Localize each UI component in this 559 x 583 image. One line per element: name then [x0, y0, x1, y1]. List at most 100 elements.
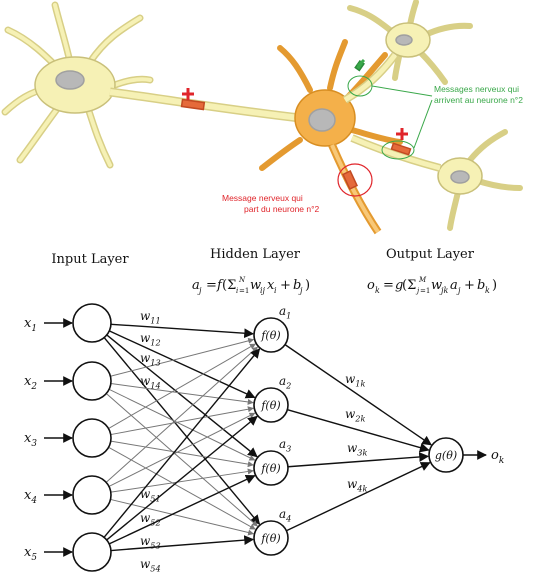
edge-x1-a3 — [106, 334, 258, 458]
svg-text:ij: ij — [260, 286, 266, 295]
network-connections — [44, 318, 487, 557]
svg-text:a: a — [192, 278, 200, 293]
svg-text:k: k — [485, 286, 490, 295]
weight-label-hidden-4: w4k — [347, 477, 367, 494]
input-node-4 — [72, 475, 112, 515]
green-callout-circle-2 — [381, 140, 415, 160]
neuron-3-nucleus — [395, 34, 413, 46]
edge-a3-o — [287, 452, 430, 468]
svg-text:+: + — [464, 278, 475, 293]
neuron-2-nucleus — [308, 108, 336, 132]
input-label-4: x4 — [24, 488, 37, 506]
edge-x1-a1 — [110, 323, 255, 339]
plus-icon-2 — [396, 128, 408, 140]
hidden-node-3 — [253, 450, 289, 486]
hidden-node-function-2: f(θ) — [260, 399, 280, 412]
green-annotation-line-1: Messages nerveux qui — [434, 84, 519, 94]
svg-text:x: x — [267, 278, 275, 293]
green-callout-line-2 — [413, 99, 433, 149]
green-annotation-line-2: arrivent au neurone n°2 — [434, 95, 523, 105]
svg-text:w: w — [431, 278, 442, 293]
hidden-node-1 — [253, 317, 289, 353]
edge-x5-a4 — [110, 535, 255, 552]
svg-text:i: i — [274, 286, 277, 295]
green-callout-line-1 — [371, 85, 433, 97]
edge-x3-a3 — [110, 440, 254, 468]
weight-label-hidden-1: w1k — [345, 372, 365, 389]
edge-x5-a1 — [103, 348, 261, 538]
input-node-1 — [72, 303, 112, 343]
svg-text:+: + — [280, 278, 291, 293]
edge-x3-a2 — [110, 406, 254, 436]
edge-a2-o — [287, 408, 430, 453]
weight-label-hidden-3: w3k — [347, 441, 367, 458]
svg-text:=1: =1 — [239, 287, 249, 295]
input-label-5: x5 — [24, 545, 37, 563]
weight-label-top-4: w14 — [140, 374, 161, 391]
hidden-layer-label: Hidden Layer — [210, 247, 301, 262]
output-node — [428, 437, 464, 473]
input-label-1: x1 — [24, 316, 37, 334]
weight-label-hidden-2: w2k — [345, 407, 365, 424]
plus-icon-1 — [182, 88, 194, 100]
svg-text:i: i — [236, 287, 238, 295]
edge-x4-a2 — [108, 412, 256, 487]
edge-x5-a2 — [106, 415, 258, 541]
edge-x3-a4 — [108, 446, 256, 530]
axon-1-signal — [180, 98, 206, 111]
network-labels: x1 x2 x3 x4 x5 f(θ) a1 f(θ) a2 f(θ) a3 f(θ) a4 g(θ) ok… — [24, 304, 504, 574]
svg-text:j: j — [456, 286, 461, 295]
svg-text:jk: jk — [439, 286, 448, 295]
output-layer-label: Output Layer — [386, 247, 475, 262]
weight-label-top-2: w12 — [140, 331, 161, 348]
edge-x4-a4 — [110, 498, 255, 536]
hidden-activation-label-3: a3 — [279, 437, 291, 454]
red-annotation-line-1: Message nerveux qui — [222, 193, 303, 203]
input-node-3 — [72, 418, 112, 458]
input-layer-label: Input Layer — [51, 252, 129, 267]
weight-label-top-1: w11 — [140, 309, 161, 326]
axon-4-signal — [390, 142, 412, 156]
input-node-2 — [72, 361, 112, 401]
hidden-node-4 — [253, 520, 289, 556]
minus-icon — [356, 58, 366, 68]
output-node-function: g(θ) — [435, 449, 457, 462]
weight-label-top-3: w13 — [140, 351, 161, 368]
hidden-node-2 — [253, 387, 289, 423]
axon-2-signal — [341, 170, 359, 190]
hidden-node-function-4: f(θ) — [260, 532, 280, 545]
svg-text:=1: =1 — [420, 287, 430, 295]
svg-text:b: b — [293, 278, 301, 293]
network-nodes — [72, 303, 464, 572]
svg-text:w: w — [250, 278, 261, 293]
hidden-activation-label-2: a2 — [279, 374, 291, 391]
svg-text:j: j — [298, 286, 303, 295]
weight-label-bottom-2: w52 — [140, 511, 161, 528]
svg-text:(Σ: (Σ — [222, 278, 236, 293]
edge-x4-a1 — [105, 346, 259, 483]
edge-a1-o — [284, 344, 432, 446]
edge-x2-a3 — [108, 388, 256, 461]
weight-label-bottom-1: w51 — [140, 487, 161, 504]
hidden-formula: a j = f (Σ N i =1 w ij x i + b j ) — [192, 276, 310, 295]
edge-x4-a3 — [110, 468, 254, 493]
svg-text:): ) — [492, 278, 497, 293]
svg-text:=: = — [206, 278, 217, 293]
edge-a4-o — [286, 462, 431, 532]
svg-text:j: j — [415, 287, 420, 295]
edge-x2-a2 — [110, 383, 254, 405]
weight-label-bottom-4: w54 — [140, 557, 161, 574]
weight-label-bottom-3: w53 — [140, 534, 161, 551]
red-callout-circle — [337, 163, 373, 197]
edge-x5-a3 — [108, 474, 256, 545]
svg-text:a: a — [450, 278, 458, 293]
neuron-4-nucleus — [450, 170, 470, 184]
svg-text:): ) — [305, 278, 310, 293]
output-label: ok — [491, 448, 504, 466]
svg-text:N: N — [238, 276, 246, 284]
svg-text:k: k — [375, 286, 380, 295]
input-node-5 — [72, 532, 112, 572]
svg-text:=: = — [383, 278, 394, 293]
hidden-node-function-3: f(θ) — [260, 462, 280, 475]
